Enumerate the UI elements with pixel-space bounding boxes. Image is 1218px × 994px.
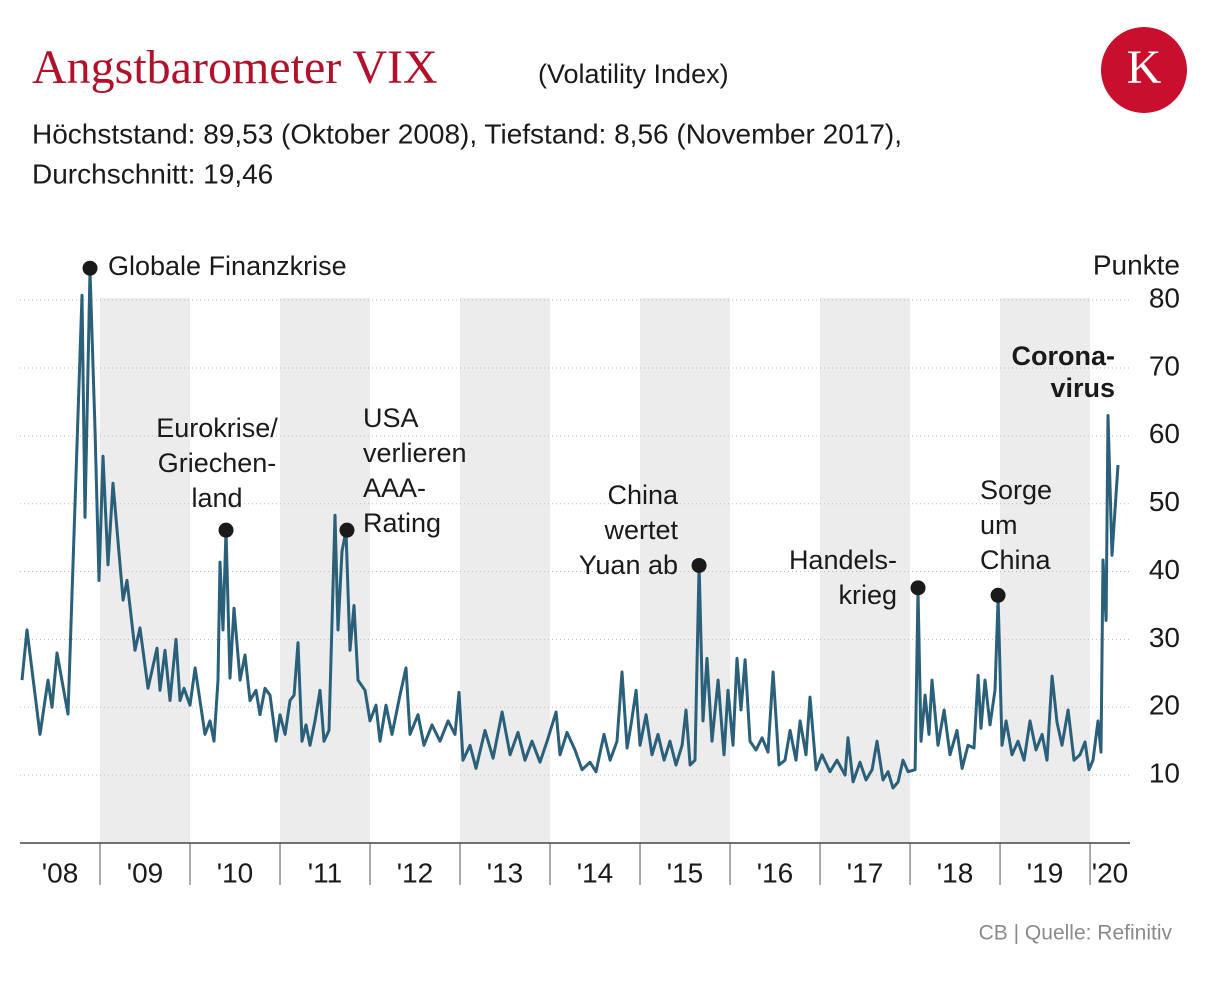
x-tick-label: '16: [757, 857, 794, 888]
annotation-text: China: [607, 480, 679, 510]
source: CB | Quelle: Refinitiv: [979, 922, 1173, 945]
x-tick-label: '08: [42, 857, 79, 888]
x-tick-label: '17: [847, 857, 884, 888]
annotation-dot: [910, 580, 926, 596]
x-tick-label: '12: [397, 857, 434, 888]
annotation-dot: [218, 522, 234, 538]
annotation-dot: [691, 557, 707, 573]
x-tick-label: '19: [1027, 857, 1064, 888]
x-tick-label: '20: [1092, 857, 1129, 888]
annotation-text: Corona-: [1012, 341, 1116, 371]
x-tick-label: '11: [308, 857, 342, 888]
y-axis-label: Punkte: [1093, 249, 1180, 280]
year-band: [280, 298, 371, 843]
logo-circle: [1101, 27, 1187, 113]
logo: K: [1127, 41, 1162, 94]
y-tick-label: 60: [1149, 418, 1180, 449]
info-line: Höchststand: 89,53 (Oktober 2008), Tiefs…: [32, 118, 902, 149]
y-tick-label: 30: [1149, 622, 1180, 653]
x-tick-label: '14: [577, 857, 614, 888]
annotation-text: Eurokrise/: [156, 413, 278, 443]
x-tick-label: '10: [217, 857, 254, 888]
y-tick-label: 80: [1149, 283, 1180, 314]
annotation-text: Griechen-: [158, 448, 277, 478]
y-tick-label: 20: [1149, 690, 1180, 721]
annotation-text: AAA-: [363, 473, 426, 503]
annotation-dot: [990, 587, 1006, 603]
chart-subtitle: (Volatility Index): [538, 59, 729, 89]
annotation-text: um: [980, 510, 1018, 540]
x-tick-label: '09: [127, 857, 164, 888]
annotation-text: krieg: [838, 580, 897, 610]
annotation-text: Globale Finanzkrise: [108, 251, 347, 281]
plot-background: [20, 298, 1130, 885]
year-band: [640, 298, 731, 843]
year-band: [100, 298, 191, 843]
annotation-text: Handels-: [789, 545, 897, 575]
x-tick-label: '18: [937, 857, 974, 888]
annotation-text: Sorge: [980, 475, 1052, 505]
vix-line: [20, 268, 1120, 790]
y-tick-label: 40: [1149, 554, 1180, 585]
annotation-dot: [339, 522, 355, 538]
x-tick-label: '13: [487, 857, 524, 888]
y-tick-label: 70: [1149, 350, 1180, 381]
annotation-text: China: [980, 545, 1052, 575]
annotation-text: land: [191, 483, 242, 513]
x-tick-label: '15: [667, 857, 704, 888]
annotation-text: USA: [363, 403, 419, 433]
annotation-text: wertet: [603, 515, 678, 545]
annotation-text: verlieren: [363, 438, 467, 468]
y-tick-label: 10: [1149, 758, 1180, 789]
annotation-text: Yuan ab: [579, 550, 678, 580]
annotation-text: virus: [1050, 373, 1115, 403]
chart-title: Angstbarometer VIX: [32, 41, 438, 94]
info-line: Durchschnitt: 19,46: [32, 158, 273, 189]
annotation-dot: [82, 260, 98, 276]
annotation-text: Rating: [363, 508, 441, 538]
year-band: [820, 298, 911, 843]
y-tick-label: 50: [1149, 486, 1180, 517]
